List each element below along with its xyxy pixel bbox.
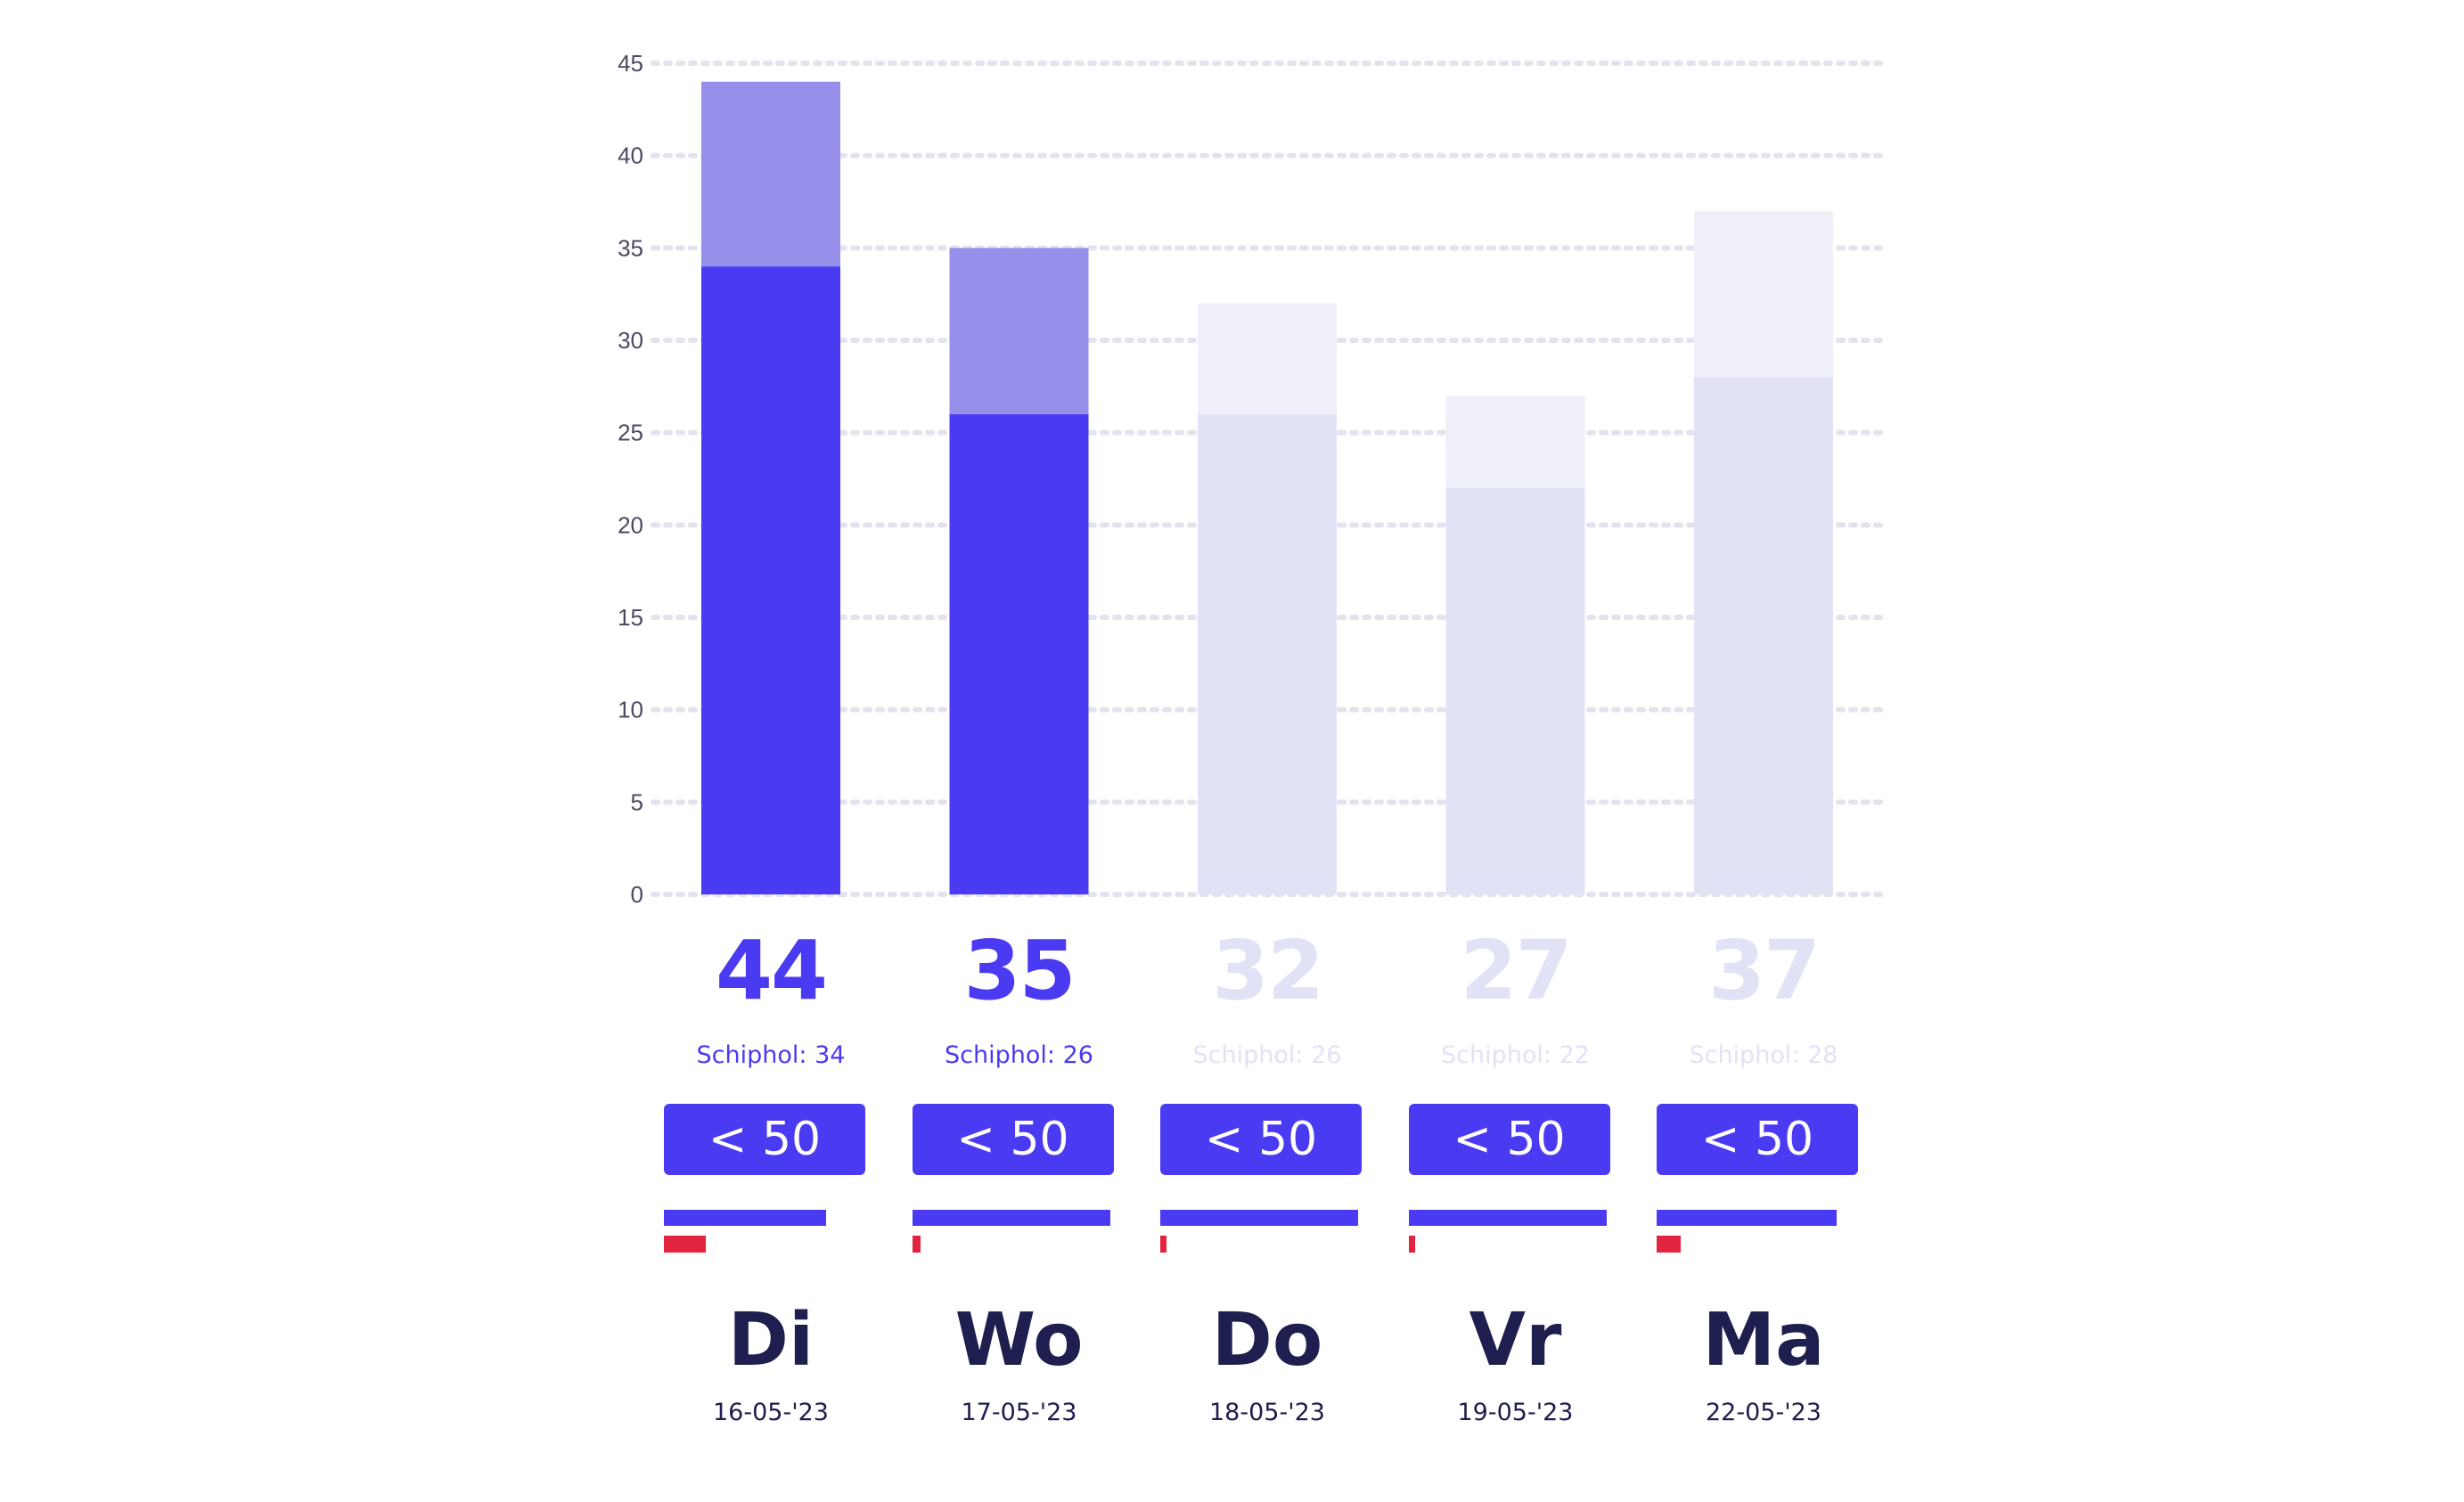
schiphol-count: Schiphol: 22 [1441,1041,1590,1069]
day-date: 18-05-'23 [1209,1399,1325,1426]
y-tick-label: 25 [618,420,643,446]
bar-schiphol[interactable] [949,413,1089,894]
y-tick-label: 45 [618,50,643,77]
schiphol-count: Schiphol: 26 [1192,1041,1342,1069]
bar-schiphol[interactable] [1445,487,1585,894]
bar-other[interactable] [1445,396,1585,488]
bar-other[interactable] [949,248,1089,414]
alert-bar [1160,1236,1167,1253]
y-axis: 0 5 10 15 20 25 30 35 40 45 [618,50,643,908]
y-tick-label: 10 [618,697,643,723]
y-tick-label: 0 [631,881,643,908]
day-total: 44 [715,923,828,1018]
schiphol-count: Schiphol: 28 [1689,1041,1838,1069]
day-name: Wo [954,1298,1084,1383]
capacity-bar [1408,1210,1607,1226]
bar-schiphol[interactable] [1198,413,1337,894]
day-total: 32 [1211,923,1324,1018]
day-name: Do [1211,1298,1323,1383]
day-date: 16-05-'23 [713,1399,829,1426]
capacity-bar [1657,1210,1837,1226]
bar-other[interactable] [1198,303,1337,414]
y-tick-label: 30 [618,327,643,354]
bar-other[interactable] [701,81,840,267]
alert-bar [1657,1236,1681,1253]
alert-bar [912,1236,921,1253]
threshold-badge: < 50 [664,1104,865,1175]
bar-schiphol[interactable] [1694,377,1833,894]
threshold-badge: < 50 [1160,1104,1362,1175]
day-name: Di [727,1298,815,1383]
bars [701,81,1833,895]
threshold-badge: < 50 [912,1104,1114,1175]
day-total: 37 [1707,923,1821,1018]
schiphol-count: Schiphol: 26 [945,1041,1093,1069]
capacity-bar [912,1210,1110,1226]
y-tick-label: 40 [618,143,643,169]
day-date: 19-05-'23 [1457,1399,1574,1426]
capacity-bar [1160,1210,1358,1226]
capacity-bar [664,1210,826,1226]
threshold-badge: < 50 [1657,1104,1858,1175]
day-date: 17-05-'23 [961,1399,1077,1426]
bar-schiphol[interactable] [701,266,840,895]
alert-bar [1408,1236,1415,1253]
y-tick-label: 35 [618,234,643,261]
schiphol-count: Schiphol: 34 [696,1041,846,1069]
y-tick-label: 20 [618,511,643,538]
day-name: Ma [1702,1298,1825,1383]
alert-bar [664,1236,706,1253]
day-date: 22-05-'23 [1706,1399,1821,1426]
day-total: 35 [963,923,1076,1018]
bar-other[interactable] [1694,210,1833,378]
threshold-badge: < 50 [1408,1104,1610,1175]
y-tick-label: 15 [618,604,643,631]
day-total: 27 [1460,923,1572,1018]
day-name: Vr [1469,1298,1562,1383]
y-tick-label: 5 [631,788,643,815]
